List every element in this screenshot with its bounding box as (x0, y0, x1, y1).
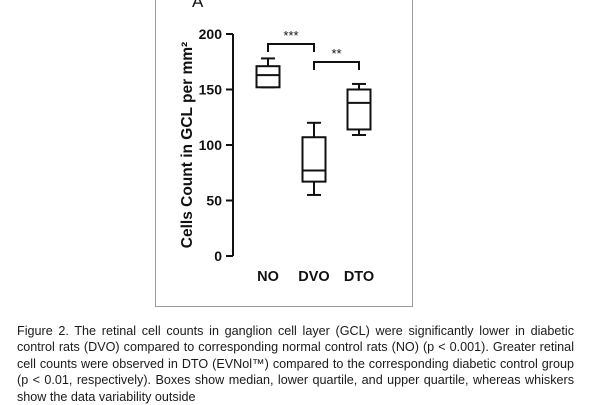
significance-label: ** (331, 46, 341, 61)
figure-frame: A 0 50 100 150 200 Cells Count in GCL per mm² N… (155, 0, 413, 307)
significance-bracket (267, 43, 315, 52)
y-tick-label: 150 (199, 82, 223, 98)
figure-caption: Figure 2. The retinal cell counts in gan… (17, 324, 574, 404)
significance-bracket (313, 61, 360, 70)
x-category-label: DVO (298, 269, 329, 285)
box-dvo (301, 136, 327, 183)
y-tick-label: 100 (199, 137, 223, 153)
box-no (255, 65, 281, 89)
x-category-label: NO (257, 269, 279, 285)
box-dto (346, 88, 372, 131)
panel-label: A (192, 0, 204, 11)
x-category-label: DTO (344, 269, 374, 285)
y-tick-label: 200 (199, 26, 223, 42)
y-tick-label: 0 (214, 248, 222, 264)
significance-label: *** (283, 28, 298, 43)
y-axis-title: Cells Count in GCL per mm² (179, 42, 196, 248)
y-tick-label: 50 (206, 193, 222, 209)
